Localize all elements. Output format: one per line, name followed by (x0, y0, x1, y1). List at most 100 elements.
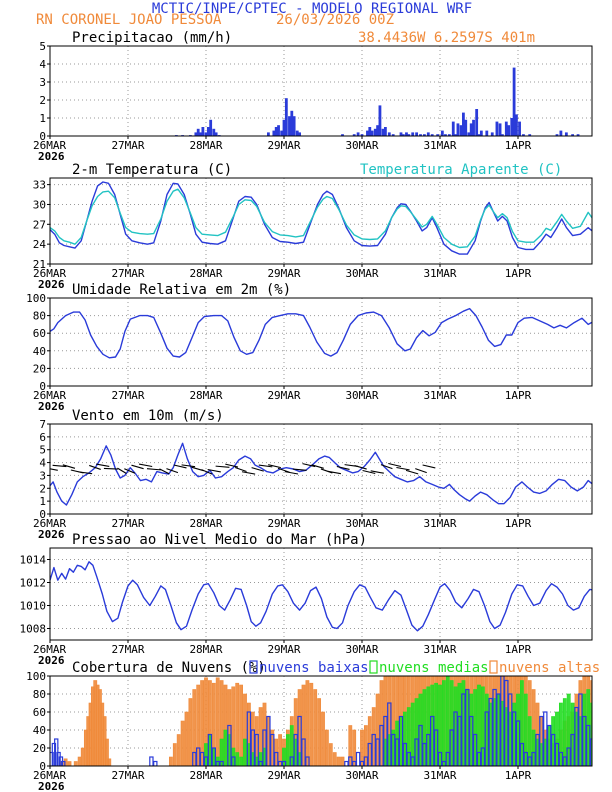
bar-precip (290, 110, 294, 136)
bar-precip (196, 128, 200, 136)
data-layer (50, 676, 597, 767)
bar-nuvens-medias (223, 729, 228, 766)
x-tick-label: 26MAR (33, 389, 66, 402)
bar-nuvens-medias (434, 682, 439, 766)
x-tick-label: 28MAR (189, 389, 222, 402)
x-year-label: 2026 (38, 150, 65, 163)
wind-arrow (396, 466, 410, 471)
bar-nuvens-baixas (394, 738, 400, 766)
bar-precip (204, 132, 208, 136)
bar-nuvens-baixas (574, 706, 579, 766)
bar-nuvens-baixas (504, 679, 509, 766)
bar-nuvens-altas (293, 698, 298, 766)
y-tick-label: 60 (33, 327, 46, 340)
plot-frame (49, 547, 593, 641)
bar-nuvens-baixas (246, 711, 252, 766)
bar-nuvens-baixas (465, 688, 470, 766)
legend-swatch (369, 660, 378, 674)
wind-arrow (241, 471, 256, 475)
x-year-label: 2026 (38, 780, 65, 792)
wind-arrow (207, 468, 221, 473)
y-tick-label: 1 (39, 112, 46, 125)
wind-arrow (354, 465, 367, 470)
bar-nuvens-medias (558, 702, 563, 766)
legend-label: nuvens medias (379, 660, 489, 676)
bar-nuvens-medias (473, 689, 478, 766)
bar-precip (284, 98, 288, 136)
wind-arrow (327, 470, 342, 475)
bar-nuvens-altas (223, 684, 228, 766)
panel-title: Cobertura de Nuvens (%) (72, 660, 266, 676)
panel-legend: Temperatura Aparente (C) (360, 162, 562, 178)
bar-precip (430, 134, 434, 136)
bar-nuvens-baixas (231, 756, 236, 766)
bar-precip (366, 130, 369, 136)
x-tick-label: 30MAR (345, 389, 378, 402)
bar-nuvens-baixas (594, 753, 597, 767)
bar-nuvens-baixas (250, 729, 255, 766)
bar-nuvens-baixas (219, 760, 224, 766)
bar-nuvens-altas (188, 698, 193, 766)
bar-nuvens-baixas (266, 715, 271, 766)
x-tick-label: 28MAR (189, 139, 222, 152)
bar-precip (399, 132, 403, 136)
bar-nuvens-baixas (192, 751, 197, 766)
y-tick-label: 40 (33, 345, 46, 358)
x-tick-label: 31MAR (423, 139, 456, 152)
x-tick-label: 28MAR (189, 267, 222, 280)
x-tick-label: 1APR (505, 267, 532, 280)
wind-arrow (89, 464, 101, 470)
header-location: RN CORONEL JOAO PESSOA (36, 12, 222, 28)
bar-nuvens-baixas (457, 715, 462, 766)
bar-nuvens-baixas (472, 733, 478, 766)
bar-nuvens-baixas (207, 733, 213, 766)
y-tick-label: 6 (39, 431, 46, 444)
bar-nuvens-baixas (582, 715, 587, 766)
x-year-label: 2026 (38, 400, 65, 413)
bar-nuvens-altas (208, 680, 212, 766)
plot-frame (49, 423, 593, 515)
bar-nuvens-altas (531, 689, 536, 766)
bar-nuvens-baixas (515, 720, 521, 766)
bar-nuvens-baixas (539, 715, 544, 766)
x-tick-label: 1APR (505, 643, 532, 656)
line-umidade-relativa (50, 307, 592, 359)
header-coords: 38.4436W 6.2597S 401m (358, 30, 535, 46)
bar-precip (444, 134, 447, 136)
bar-nuvens-baixas (153, 760, 158, 766)
bar-nuvens-baixas (398, 715, 404, 766)
bar-nuvens-medias (519, 680, 524, 766)
bar-nuvens-baixas (523, 751, 529, 766)
bar-nuvens-altas (340, 756, 345, 766)
bar-precip (462, 112, 465, 136)
x-tick-label: 27MAR (111, 389, 144, 402)
x-tick-label: 29MAR (267, 643, 300, 656)
panel-title: Umidade Relativa em 2m (%) (72, 282, 291, 298)
bar-precip (515, 114, 518, 136)
bar-nuvens-baixas (258, 760, 263, 766)
bar-nuvens-altas (105, 738, 109, 766)
bar-nuvens-baixas (484, 711, 490, 766)
bar-nuvens-baixas (387, 702, 392, 766)
wind-arrow (124, 468, 136, 474)
legend-label: nuvens baixas (259, 660, 369, 676)
bar-nuvens-altas (258, 707, 263, 766)
bar-nuvens-baixas (418, 724, 423, 766)
panel-title: Vento em 10m (m/s) (72, 408, 224, 424)
wind-arrow (268, 464, 282, 469)
bar-nuvens-baixas (50, 751, 54, 766)
x-tick-label: 27MAR (111, 769, 144, 782)
bar-nuvens-baixas (402, 742, 408, 766)
bar-nuvens-altas (196, 684, 201, 766)
bar-precip (475, 109, 479, 136)
bar-nuvens-altas (235, 682, 240, 766)
y-tick-label: 0 (39, 130, 46, 143)
wind-arrow (138, 463, 153, 468)
wind-arrow (251, 467, 264, 472)
bar-nuvens-baixas (270, 733, 275, 766)
bar-nuvens-altas (184, 711, 189, 766)
bar-nuvens-baixas (476, 751, 482, 766)
data-layer (50, 181, 592, 255)
x-tick-label: 30MAR (345, 769, 378, 782)
